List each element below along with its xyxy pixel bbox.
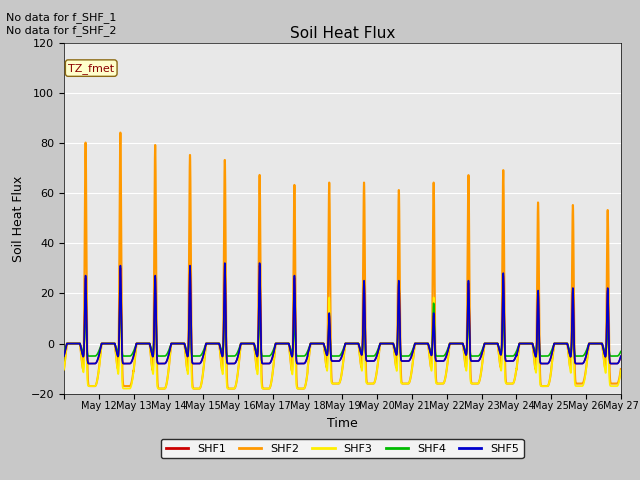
Legend: SHF1, SHF2, SHF3, SHF4, SHF5: SHF1, SHF2, SHF3, SHF4, SHF5 — [161, 439, 524, 458]
Title: Soil Heat Flux: Soil Heat Flux — [290, 25, 395, 41]
Text: No data for f_SHF_1: No data for f_SHF_1 — [6, 12, 116, 23]
Y-axis label: Soil Heat Flux: Soil Heat Flux — [12, 175, 25, 262]
X-axis label: Time: Time — [327, 417, 358, 430]
Text: TZ_fmet: TZ_fmet — [68, 63, 115, 73]
Text: No data for f_SHF_2: No data for f_SHF_2 — [6, 25, 117, 36]
